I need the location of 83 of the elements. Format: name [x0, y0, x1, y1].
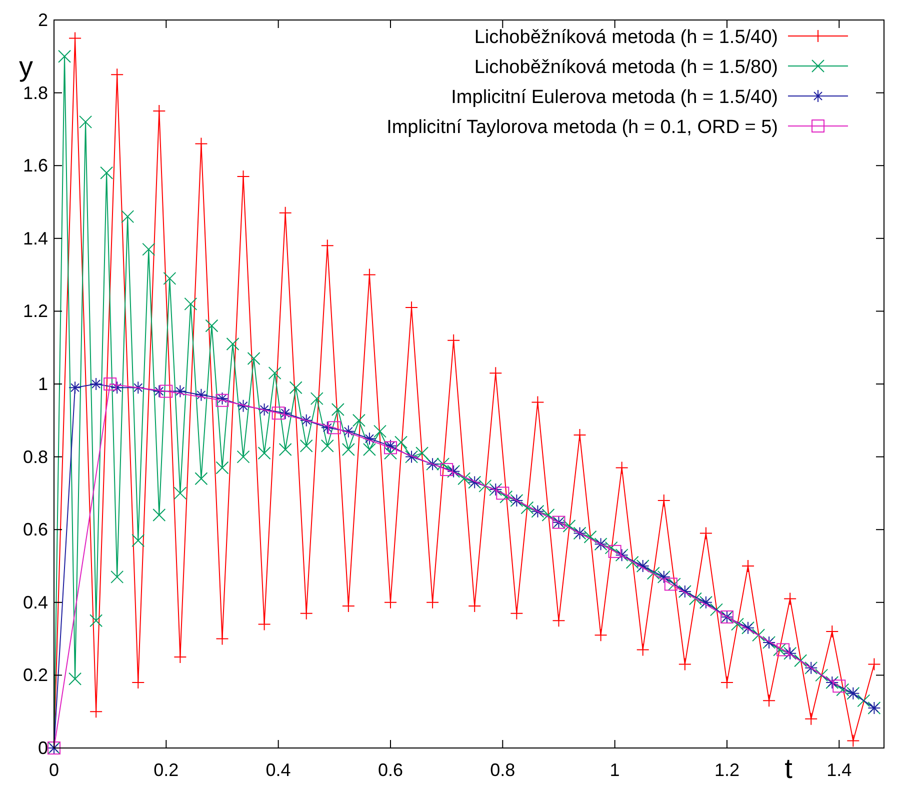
point: [657, 494, 670, 507]
point: [776, 643, 790, 656]
point: [510, 606, 524, 620]
y-tick-label: 1.2: [22, 301, 48, 322]
point: [447, 334, 460, 347]
legend-label: Lichoběžníková metoda (h = 1.5/40): [474, 27, 778, 48]
x-tick-label: 1.2: [714, 760, 740, 780]
point: [300, 606, 313, 620]
point: [362, 268, 376, 282]
point: [320, 239, 334, 252]
y-tick-label: 0.6: [22, 520, 48, 540]
point: [236, 170, 250, 184]
point: [594, 628, 608, 642]
legend-label: Implicitní Taylorova metoda (h = 0.1, ORD = 5): [386, 117, 778, 138]
y-tick-label: 0.8: [22, 446, 48, 467]
x-axis-title: t: [784, 753, 793, 784]
point: [664, 578, 678, 591]
point: [216, 632, 229, 646]
point: [784, 592, 797, 606]
point: [300, 414, 313, 427]
y-tick-label: 0.2: [22, 665, 48, 686]
legend-label: Lichoběžníková metoda (h = 1.5/80): [474, 57, 778, 78]
point: [678, 658, 692, 671]
point: [110, 381, 124, 394]
point: [132, 676, 145, 689]
point: [90, 705, 103, 718]
y-tick-label: 0: [38, 738, 48, 758]
point: [194, 137, 208, 150]
point: [278, 406, 292, 420]
point: [278, 206, 292, 220]
point: [826, 625, 839, 638]
point: [90, 378, 103, 390]
point: [804, 712, 818, 726]
point: [608, 544, 622, 558]
point: [68, 381, 82, 394]
point: [152, 384, 166, 398]
x-tick-label: 0.8: [490, 760, 516, 780]
point: [174, 650, 187, 664]
point: [496, 486, 510, 500]
point: [174, 384, 187, 398]
point: [320, 421, 334, 434]
point: [68, 32, 82, 45]
point: [531, 396, 544, 409]
point: [110, 68, 124, 82]
point: [742, 560, 755, 572]
x-tick-label: 0.2: [154, 760, 179, 780]
y-tick-label: 1.8: [22, 82, 48, 103]
point: [720, 676, 734, 689]
point: [258, 618, 271, 631]
point: [762, 694, 776, 708]
point: [132, 381, 145, 394]
x-tick-label: 1: [610, 760, 620, 780]
y-tick-label: 2: [38, 10, 48, 30]
point: [152, 104, 166, 118]
point: [328, 421, 341, 434]
x-tick-label: 0.6: [378, 760, 403, 780]
y-tick-label: 0.4: [22, 592, 48, 612]
point: [258, 402, 271, 416]
point: [489, 366, 502, 380]
y-tick-label: 1: [38, 374, 48, 394]
point: [699, 526, 712, 540]
point: [104, 378, 117, 390]
point: [846, 734, 860, 748]
point: [236, 399, 250, 412]
point: [636, 643, 650, 656]
y-tick-label: 1.4: [22, 228, 48, 248]
point: [440, 463, 454, 476]
x-tick-label: 1.4: [826, 760, 852, 780]
point: [160, 384, 173, 398]
legend-label: Implicitní Eulerova metoda (h = 1.5/40): [451, 87, 778, 108]
y-tick-label: 1.6: [22, 156, 48, 176]
point: [342, 600, 355, 613]
point: [868, 658, 881, 671]
x-tick-label: 0.4: [266, 760, 291, 780]
point: [272, 406, 285, 420]
point: [362, 432, 376, 446]
point: [552, 614, 566, 628]
y-axis-title: y: [19, 51, 33, 82]
point: [832, 680, 846, 693]
point: [342, 424, 355, 438]
point: [194, 388, 208, 402]
point: [615, 461, 628, 474]
point: [573, 428, 586, 442]
